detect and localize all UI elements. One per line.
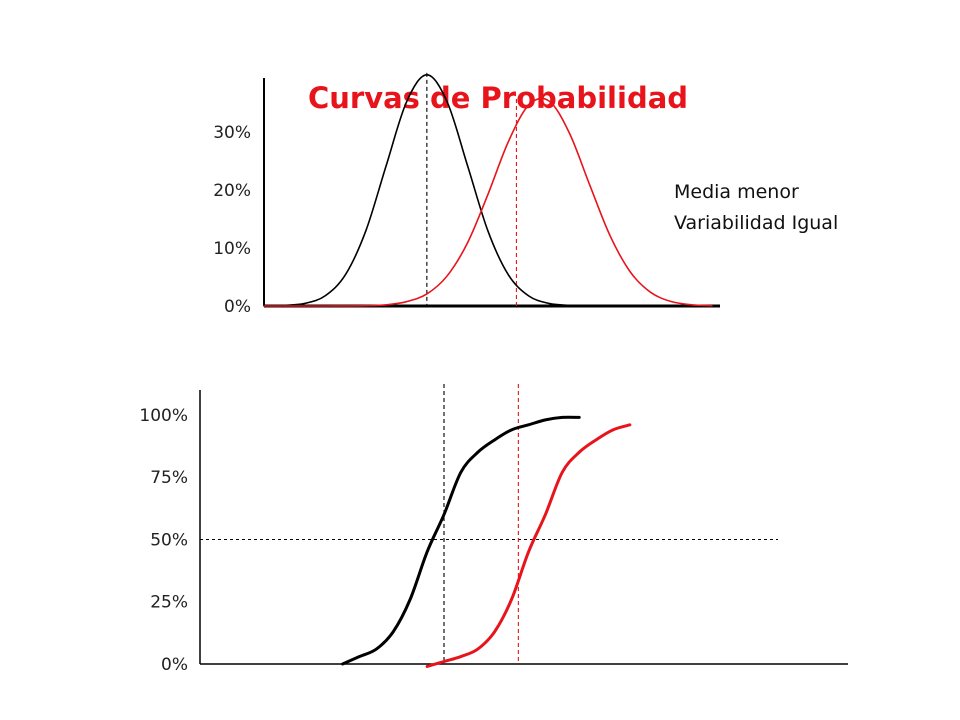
density-chart: Curvas de Probabilidad Media menor Varia… xyxy=(213,72,838,317)
y-tick-label: 50% xyxy=(150,530,188,550)
series-line xyxy=(263,74,713,307)
annotation-line-1: Media menor xyxy=(674,181,799,203)
y-tick-label: 20% xyxy=(213,181,251,201)
y-tick-label: 0% xyxy=(161,655,188,675)
cumulative-chart: 0% 25% 50% 75% 100% xyxy=(139,384,848,675)
y-tick-label: 10% xyxy=(213,239,251,259)
y-tick-label: 25% xyxy=(150,593,188,613)
y-tick-label: 75% xyxy=(150,468,188,488)
annotation-line-2: Variabilidad Igual xyxy=(674,212,838,234)
y-tick-label: 30% xyxy=(213,123,251,143)
y-tick-label: 100% xyxy=(139,406,188,426)
chart-title: Curvas de Probabilidad xyxy=(308,81,688,115)
y-tick-label: 0% xyxy=(224,297,251,317)
series-line xyxy=(341,415,581,666)
series-line xyxy=(263,97,713,307)
series-line xyxy=(425,423,632,668)
